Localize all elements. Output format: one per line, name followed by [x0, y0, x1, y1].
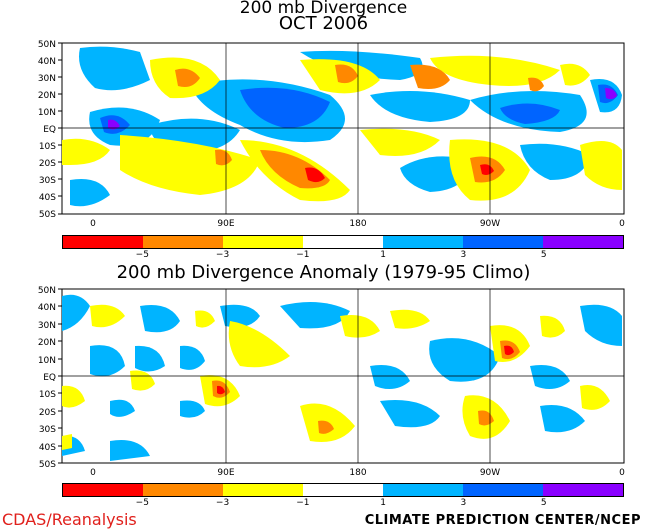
credit-label: CLIMATE PREDICTION CENTER/NCEP: [364, 513, 641, 528]
colorbar-swatch: [143, 236, 223, 248]
lat-label-eq: EQ: [43, 373, 56, 383]
lat-label-40s: 40S: [39, 193, 56, 203]
map-grid: [62, 43, 624, 214]
colorbar-swatch: [63, 484, 143, 496]
lat-label-eq: EQ: [43, 125, 56, 135]
colorbar-top: [62, 235, 624, 249]
colorbar-label: −3: [215, 498, 230, 508]
lon-label-90e: 90E: [217, 219, 234, 229]
lat-label-40n: 40N: [38, 303, 56, 313]
lat-label-40s: 40S: [39, 443, 56, 453]
lat-label-10n: 10N: [38, 356, 56, 366]
lat-labels: 50N 40N 30N 20N 10N EQ 10S 20S 30S 40S 5…: [38, 286, 56, 470]
divergence-map: 50N 40N 30N 20N 10N EQ 10S 20S 30S 40S 5…: [38, 40, 625, 229]
colorbar-swatch: [303, 484, 383, 496]
lat-label-10s: 10S: [39, 390, 56, 400]
lat-label-30s: 30S: [39, 425, 56, 435]
colorbar-label: −3: [215, 250, 230, 260]
lat-label-50n: 50N: [38, 40, 56, 50]
lat-label-10n: 10N: [38, 108, 56, 118]
colorbar-swatch: [543, 484, 623, 496]
lat-label-10s: 10S: [39, 142, 56, 152]
colorbar-label: 5: [540, 250, 547, 260]
lon-label-90w: 90W: [480, 468, 500, 476]
lon-label-0: 0: [90, 219, 96, 229]
lon-label-180: 180: [349, 468, 366, 476]
divergence-shading: [62, 46, 622, 207]
lon-label-0-right: 0: [619, 219, 625, 229]
lat-label-50s: 50S: [39, 210, 56, 220]
lat-label-50n: 50N: [38, 286, 56, 296]
colorbar-label: 3: [460, 250, 467, 260]
lat-ticks: [58, 42, 62, 215]
chart-date: OCT 2006: [278, 13, 369, 34]
lat-label-50s: 50S: [39, 460, 56, 470]
colorbar-swatch: [543, 236, 623, 248]
map-grid: [62, 289, 624, 463]
colorbar-swatch: [223, 484, 303, 496]
colorbar-label: −1: [296, 498, 310, 508]
lon-label-90e: 90E: [217, 468, 234, 476]
colorbar-swatch: [63, 236, 143, 248]
lat-ticks: [58, 288, 62, 464]
colorbar-swatch: [383, 484, 463, 496]
lon-label-0-right: 0: [619, 468, 625, 476]
colorbar-swatch: [463, 236, 543, 248]
colorbar-label: 1: [380, 250, 386, 260]
lon-labels: 0 90E 180 90W 0: [90, 219, 625, 229]
lat-label-20s: 20S: [39, 408, 56, 418]
chart-title: 200 mb Divergence: [239, 0, 408, 18]
lat-label-20n: 20N: [38, 91, 56, 101]
colorbar-labels-bottom: −5 −3 −1 1 3 5: [62, 498, 624, 510]
anomaly-title: 200 mb Divergence Anomaly (1979-95 Climo…: [116, 262, 531, 283]
colorbar-labels-top: −5 −3 −1 1 3 5: [62, 250, 624, 262]
colorbar-label: 3: [460, 498, 467, 508]
colorbar-swatch: [463, 484, 543, 496]
lon-label-90w: 90W: [480, 219, 500, 229]
colorbar-swatch: [303, 236, 383, 248]
colorbar-label: −5: [135, 498, 149, 508]
colorbar-label: 5: [540, 498, 547, 508]
colorbar-swatch: [383, 236, 463, 248]
lat-label-30s: 30S: [39, 176, 56, 186]
colorbar-bottom: [62, 483, 624, 497]
anomaly-shading: [62, 294, 622, 461]
lon-label-180: 180: [349, 219, 366, 229]
lat-label-30n: 30N: [38, 321, 56, 331]
colorbar-swatch: [223, 236, 303, 248]
colorbar-label: −1: [296, 250, 310, 260]
lat-label-30n: 30N: [38, 74, 56, 84]
lat-label-20n: 20N: [38, 338, 56, 348]
lon-label-0: 0: [90, 468, 96, 476]
lat-label-20s: 20S: [39, 159, 56, 169]
colorbar-label: −5: [135, 250, 149, 260]
lon-labels: 0 90E 180 90W 0: [90, 468, 625, 476]
colorbar-swatch: [143, 484, 223, 496]
data-source-label: CDAS/Reanalysis: [2, 510, 137, 529]
lat-labels: 50N 40N 30N 20N 10N EQ 10S 20S 30S 40S 5…: [38, 40, 56, 220]
anomaly-map: 50N 40N 30N 20N 10N EQ 10S 20S 30S 40S 5…: [38, 286, 625, 476]
lat-label-40n: 40N: [38, 57, 56, 67]
colorbar-label: 1: [380, 498, 386, 508]
